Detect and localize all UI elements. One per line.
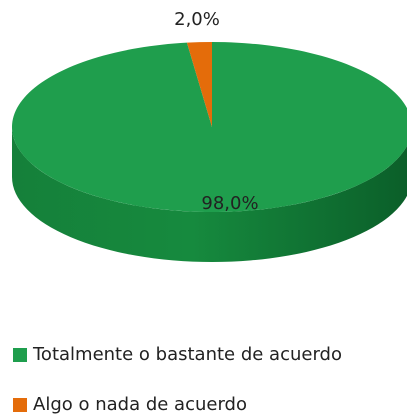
legend: Totalmente o bastante de acuerdo Algo o n… xyxy=(13,344,342,414)
data-label: 98,0% xyxy=(201,193,258,214)
pie-slice xyxy=(186,42,212,127)
data-label: 2,0% xyxy=(174,9,220,30)
legend-label: Totalmente o bastante de acuerdo xyxy=(32,344,342,365)
labels: 98,0% 2,0% xyxy=(174,9,258,214)
legend-swatch xyxy=(13,348,27,362)
pie xyxy=(12,42,407,262)
pie-side xyxy=(12,127,407,262)
legend-label: Algo o nada de acuerdo xyxy=(33,394,247,414)
legend-swatch xyxy=(13,398,27,412)
pie-slice xyxy=(12,42,407,212)
